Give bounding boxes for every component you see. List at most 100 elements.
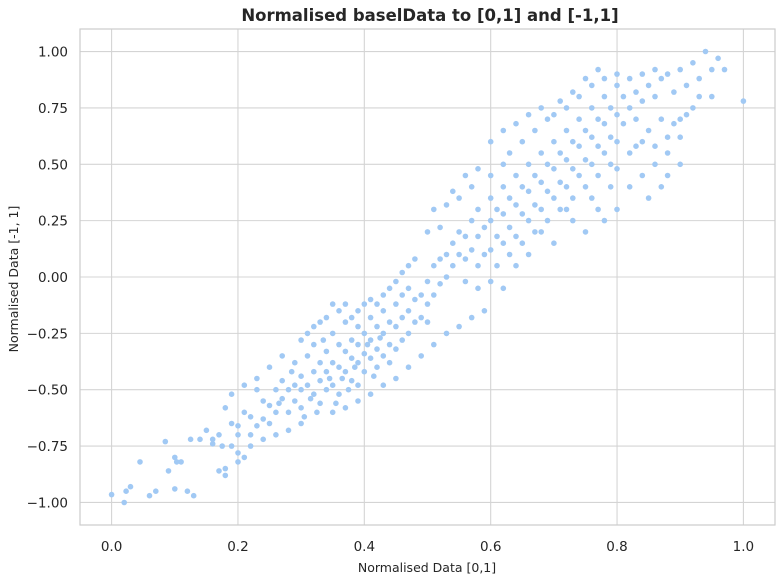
data-point: [443, 202, 450, 208]
data-point: [576, 93, 582, 100]
data-point: [645, 82, 652, 89]
data-point: [380, 308, 387, 314]
data-point: [462, 233, 469, 240]
data-point: [551, 138, 557, 145]
data-point: [393, 346, 399, 352]
data-point: [254, 423, 260, 429]
data-point: [386, 319, 393, 325]
data-point: [601, 150, 608, 156]
data-point: [405, 330, 412, 337]
data-point: [172, 454, 178, 461]
data-point: [146, 492, 153, 499]
data-point: [386, 359, 393, 366]
data-point: [652, 66, 658, 73]
data-point: [348, 314, 355, 321]
data-point: [633, 143, 639, 149]
data-point: [203, 427, 210, 434]
data-point: [374, 364, 380, 371]
data-point: [633, 89, 639, 95]
data-point: [570, 89, 576, 95]
data-point: [323, 368, 330, 375]
y-axis-label: Normalised Data [-1, 1]: [6, 206, 21, 353]
data-point: [532, 172, 538, 179]
data-point: [386, 341, 393, 348]
data-point: [671, 89, 677, 95]
data-point: [323, 386, 330, 393]
data-point: [500, 127, 507, 134]
data-point: [696, 75, 702, 82]
data-point: [367, 391, 374, 398]
data-point: [525, 188, 532, 195]
y-tick-label: −0.75: [27, 439, 68, 455]
data-point: [173, 459, 180, 465]
data-point: [500, 240, 507, 246]
data-point: [412, 319, 418, 325]
data-point: [137, 459, 143, 465]
data-point: [172, 486, 178, 492]
data-point: [563, 157, 570, 163]
data-point: [544, 188, 551, 195]
data-point: [273, 409, 279, 416]
data-point: [614, 166, 620, 172]
data-point: [677, 66, 683, 73]
data-point: [298, 420, 304, 427]
data-point: [367, 337, 374, 343]
data-point: [216, 432, 222, 438]
data-point: [506, 224, 513, 231]
data-point: [639, 71, 646, 77]
data-point: [645, 195, 652, 201]
data-point: [456, 229, 462, 235]
data-point: [412, 256, 418, 262]
data-point: [380, 353, 387, 359]
data-point: [355, 308, 361, 314]
data-point: [339, 375, 346, 382]
data-point: [209, 436, 216, 443]
data-point: [538, 105, 544, 111]
data-point: [418, 353, 425, 359]
data-point: [399, 269, 406, 276]
data-point: [709, 66, 715, 73]
data-point: [544, 116, 551, 122]
data-point: [607, 184, 614, 190]
data-point: [235, 423, 241, 429]
data-point: [342, 301, 349, 307]
data-point: [506, 195, 513, 201]
data-point: [228, 420, 235, 427]
data-point: [450, 240, 456, 246]
data-point: [292, 382, 298, 389]
data-point: [582, 75, 589, 82]
data-point: [178, 459, 184, 465]
data-point: [538, 229, 544, 235]
data-point: [595, 206, 601, 213]
data-point: [563, 184, 570, 190]
data-point: [652, 93, 658, 100]
data-point: [279, 395, 286, 402]
data-point: [342, 348, 349, 355]
data-point: [374, 323, 380, 330]
y-tick-label: 1.00: [38, 45, 68, 61]
data-point: [187, 436, 194, 443]
x-tick-label: 0.6: [480, 539, 501, 555]
data-point: [500, 161, 507, 168]
data-point: [538, 150, 544, 156]
x-axis-label: Normalised Data [0,1]: [358, 560, 496, 575]
data-point: [456, 323, 462, 330]
y-tick-label: 0.50: [38, 157, 68, 173]
data-point: [589, 82, 595, 89]
data-point: [123, 488, 129, 495]
data-point: [374, 301, 380, 307]
data-point: [570, 195, 576, 201]
data-point: [481, 251, 488, 258]
data-point: [696, 93, 702, 100]
data-point: [481, 308, 488, 314]
data-point: [506, 150, 513, 156]
data-point: [658, 184, 665, 190]
data-point: [626, 105, 633, 111]
data-point: [639, 98, 646, 104]
data-point: [563, 127, 570, 134]
data-point: [311, 341, 317, 348]
data-point: [563, 206, 570, 213]
data-point: [607, 105, 614, 111]
data-point: [361, 301, 368, 307]
data-point: [525, 251, 532, 258]
